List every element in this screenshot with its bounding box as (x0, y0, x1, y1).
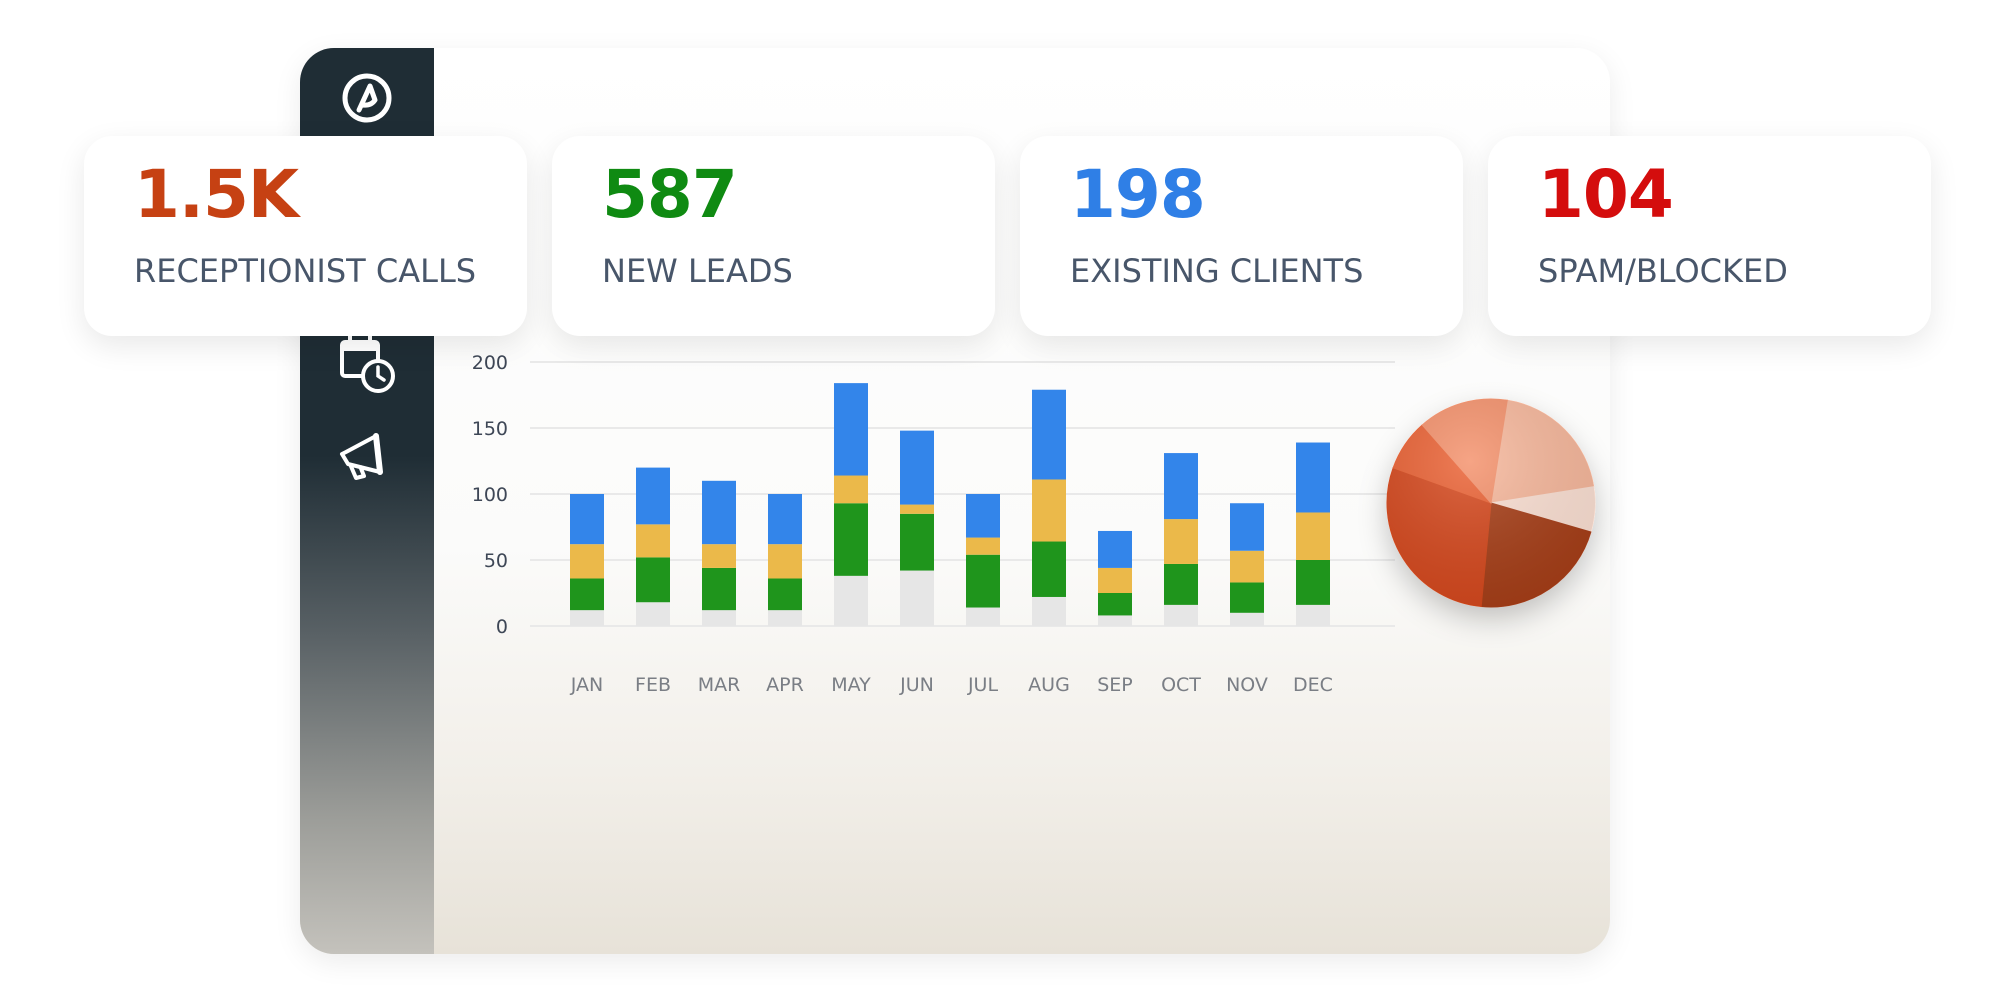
bar-segment[interactable] (702, 480, 736, 545)
pie-slice[interactable] (1490, 399, 1595, 504)
bar-segment[interactable] (768, 578, 802, 611)
x-tick-label: DEC (1293, 674, 1333, 696)
stat-label: SPAM/BLOCKED (1538, 252, 1788, 290)
calendar-clock-icon[interactable] (336, 334, 396, 394)
stat-value: 1.5K (134, 156, 299, 233)
bar-segment[interactable] (1296, 560, 1330, 605)
bar-segment[interactable] (570, 610, 604, 626)
stat-card-new-leads[interactable]: 587 NEW LEADS (552, 136, 995, 336)
bar-segment[interactable] (834, 575, 868, 626)
bar-segment[interactable] (1032, 596, 1066, 626)
bar-segment[interactable] (900, 513, 934, 571)
x-tick-label: SEP (1097, 674, 1133, 696)
bar-segment[interactable] (900, 430, 934, 505)
bar-segment[interactable] (636, 524, 670, 558)
bar-segment[interactable] (966, 607, 1000, 626)
megaphone-icon[interactable] (336, 428, 396, 488)
bar-segment[interactable] (570, 494, 604, 545)
stat-label: NEW LEADS (602, 252, 793, 290)
bar-segment[interactable] (702, 610, 736, 626)
bar-segment[interactable] (1230, 582, 1264, 613)
bar-segment[interactable] (702, 567, 736, 611)
y-tick-label: 100 (472, 484, 508, 506)
bar-segment[interactable] (966, 554, 1000, 608)
bar-segment[interactable] (1098, 567, 1132, 593)
bar-segment[interactable] (966, 494, 1000, 538)
bar-segment[interactable] (636, 602, 670, 626)
bar-segment[interactable] (768, 610, 802, 626)
stat-label: RECEPTIONIST CALLS (134, 252, 477, 290)
x-tick-label: JAN (570, 674, 603, 696)
bar-segment[interactable] (1296, 512, 1330, 560)
y-tick-label: 50 (484, 550, 508, 572)
bar-segment[interactable] (834, 503, 868, 576)
x-tick-label: JUN (899, 674, 934, 696)
y-tick-label: 0 (496, 616, 508, 638)
stat-label: EXISTING CLIENTS (1070, 252, 1364, 290)
bar-segment[interactable] (1032, 479, 1066, 542)
bar-segment[interactable] (702, 544, 736, 568)
x-tick-label: FEB (635, 674, 671, 696)
bar-segment[interactable] (834, 475, 868, 504)
stat-card-receptionist-calls[interactable]: 1.5K RECEPTIONIST CALLS (84, 136, 527, 336)
bar-segment[interactable] (1230, 550, 1264, 583)
bar-segment[interactable] (768, 544, 802, 579)
bar-segment[interactable] (1098, 615, 1132, 626)
bar-segment[interactable] (1296, 442, 1330, 513)
bar-segment[interactable] (636, 467, 670, 525)
x-tick-label: MAR (698, 674, 741, 696)
bar-segment[interactable] (1098, 530, 1132, 568)
bar-segment[interactable] (966, 537, 1000, 555)
bar-segment[interactable] (570, 578, 604, 611)
bar-segment[interactable] (1098, 593, 1132, 616)
bar-segment[interactable] (1164, 604, 1198, 626)
stats-cards: 1.5K RECEPTIONIST CALLS 587 NEW LEADS 19… (84, 136, 1934, 336)
y-tick-label: 150 (472, 418, 508, 440)
bar-segment[interactable] (570, 544, 604, 579)
x-tick-label: NOV (1226, 674, 1268, 696)
at-logo-icon[interactable] (341, 72, 393, 124)
bar-segment[interactable] (1230, 503, 1264, 551)
bar-segment[interactable] (1296, 604, 1330, 626)
stat-value: 198 (1070, 156, 1206, 233)
stat-card-existing-clients[interactable]: 198 EXISTING CLIENTS (1020, 136, 1463, 336)
bar-segment[interactable] (834, 383, 868, 476)
stat-card-spam-blocked[interactable]: 104 SPAM/BLOCKED (1488, 136, 1931, 336)
bar-segment[interactable] (1032, 389, 1066, 480)
pie-chart (1386, 398, 1596, 608)
x-tick-label: AUG (1028, 674, 1070, 696)
x-tick-label: APR (766, 674, 804, 696)
bar-segment[interactable] (1164, 519, 1198, 564)
bar-segment[interactable] (1164, 453, 1198, 520)
bar-segment[interactable] (1032, 541, 1066, 597)
y-tick-label: 200 (472, 352, 508, 374)
bar-segment[interactable] (768, 494, 802, 545)
bar-segment[interactable] (900, 504, 934, 514)
x-tick-label: JUL (967, 674, 999, 696)
x-tick-label: OCT (1161, 674, 1201, 696)
bar-segment[interactable] (900, 570, 934, 626)
bar-segment[interactable] (636, 557, 670, 603)
bar-segment[interactable] (1230, 612, 1264, 626)
stat-value: 587 (602, 156, 738, 233)
stat-value: 104 (1538, 156, 1674, 233)
bar-segment[interactable] (1164, 563, 1198, 605)
x-tick-label: MAY (831, 674, 871, 696)
